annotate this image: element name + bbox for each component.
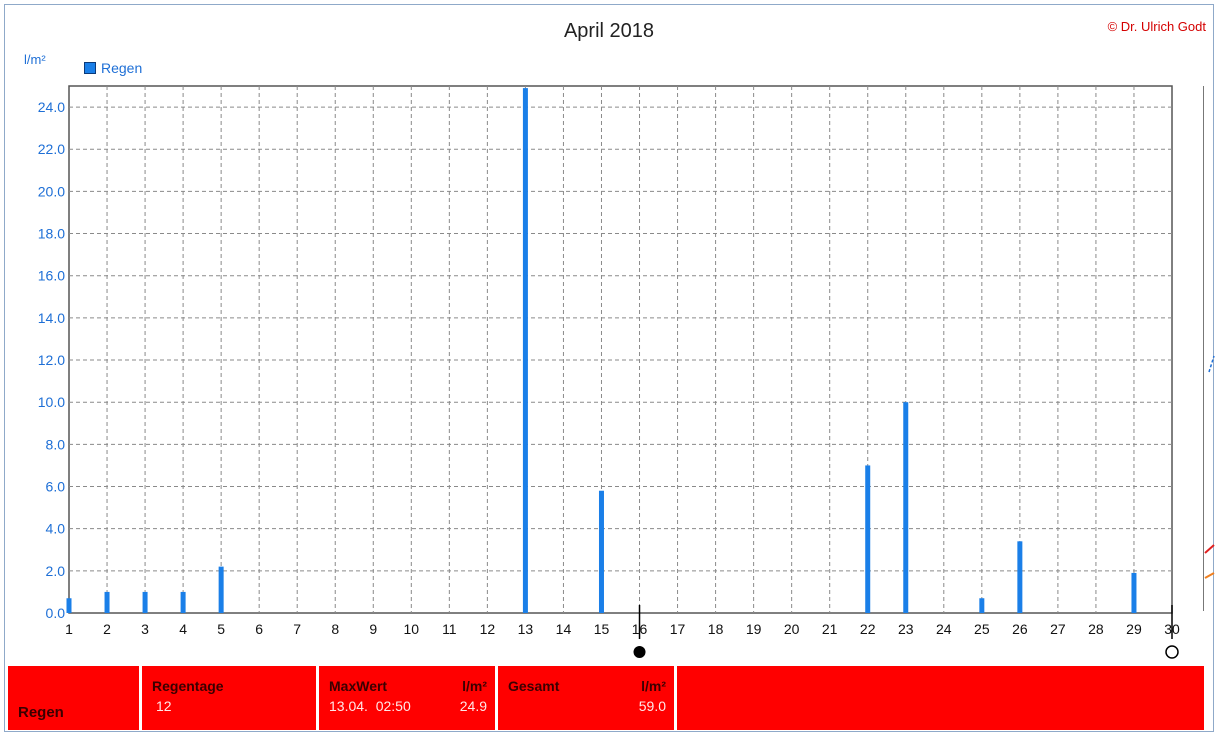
regentage-label: Regentage [152,678,224,694]
bar-regen [1017,541,1023,613]
summary-row-label-cell: Regen [8,666,139,730]
x-tick-label: 5 [217,621,225,637]
x-tick-label: 2 [103,621,111,637]
right-edge-divider [1203,86,1204,611]
right-edge-fragment-orange [1204,572,1215,579]
gesamt-cell: Gesamt l/m² 59.0 [498,666,674,730]
y-tick-label: 8.0 [46,436,66,452]
x-tick-label: 22 [860,621,876,637]
x-tick-label: 4 [179,621,187,637]
x-tick-label: 6 [255,621,263,637]
chart-title: April 2018 [563,20,655,42]
x-tick-label: 18 [708,621,724,637]
x-tick-label: 3 [141,621,149,637]
bar-regen [903,402,909,613]
regentage-value: 12 [156,698,172,714]
y-tick-label: 24.0 [38,99,65,115]
maxwert-time: 13.04. 02:50 [329,698,411,714]
bar-regen [66,598,72,613]
marker-open-circle [1165,645,1179,659]
y-tick-label: 20.0 [38,183,65,199]
y-tick-label: 10.0 [38,394,65,410]
bar-regen [218,566,224,613]
plot-area [68,85,1173,614]
y-tick-label: 12.0 [38,352,65,368]
y-tick-label: 6.0 [46,479,66,495]
x-tick-label: 25 [974,621,990,637]
y-tick-label: 16.0 [38,268,65,284]
x-tick-label: 8 [331,621,339,637]
summary-row-label: Regen [18,704,64,721]
y-tick-label: 22.0 [38,141,65,157]
x-tick-label: 7 [293,621,301,637]
bar-regen [1131,572,1137,613]
maxwert-unit: l/m² [462,678,487,694]
x-tick-label: 15 [594,621,610,637]
x-tick-label: 19 [746,621,762,637]
marker-filled-circle [633,646,646,658]
y-axis-unit: l/m² [24,52,46,67]
x-tick-label: 24 [936,621,952,637]
bar-regen [598,490,604,613]
y-tick-label: 14.0 [38,310,65,326]
gesamt-unit: l/m² [641,678,666,694]
x-tick-label: 29 [1126,621,1142,637]
legend-swatch-regen [84,62,96,74]
x-tick-label: 23 [898,621,914,637]
x-tick-label: 26 [1012,621,1028,637]
x-tick-label: 21 [822,621,838,637]
maxwert-value: 24.9 [459,698,487,714]
gesamt-label: Gesamt [508,678,560,694]
legend-label-regen: Regen [101,60,143,76]
legend[interactable]: Regen [84,60,142,76]
y-tick-label: 0.0 [46,605,66,621]
x-tick-label: 10 [404,621,420,637]
x-tick-label: 1 [65,621,73,637]
y-tick-label: 2.0 [46,563,66,579]
bar-regen [522,88,528,613]
rain-chart: 0.0 2.0 4.0 6.0 8.0 10.0 12.0 14.0 16.0 18.0 20.0 2… [38,85,1215,659]
x-tick-label: 11 [442,621,457,637]
copyright-label: © Dr. Ulrich Godt [1107,19,1206,34]
y-tick-label: 18.0 [38,226,65,242]
right-edge-fragment-red [1204,544,1215,554]
gesamt-value: 59.0 [638,698,666,714]
chart-window [4,4,1214,732]
x-tick-label: 9 [369,621,377,637]
bar-regen [180,591,186,613]
maxwert-cell: MaxWert l/m² 13.04. 02:50 24.9 [319,666,495,730]
summary-table: Regen Regentage 12 MaxWert l/m² 13.04. 0… [8,666,1204,730]
x-tick-label: 12 [480,621,496,637]
maxwert-label: MaxWert [329,678,388,694]
bar-regen [104,591,110,613]
x-tick-label: 13 [518,621,534,637]
bar-regen [979,598,985,613]
x-tick-label: 28 [1088,621,1104,637]
summary-empty-cell [677,666,1204,730]
regentage-cell: Regentage 12 [142,666,316,730]
x-tick-label: 27 [1050,621,1066,637]
bar-regen [142,591,148,613]
x-tick-label: 17 [670,621,686,637]
x-tick-label: 20 [784,621,800,637]
y-tick-label: 4.0 [46,521,66,537]
right-edge-fragment-blue [1208,355,1215,373]
bar-regen [865,465,871,613]
x-tick-label: 14 [556,621,572,637]
